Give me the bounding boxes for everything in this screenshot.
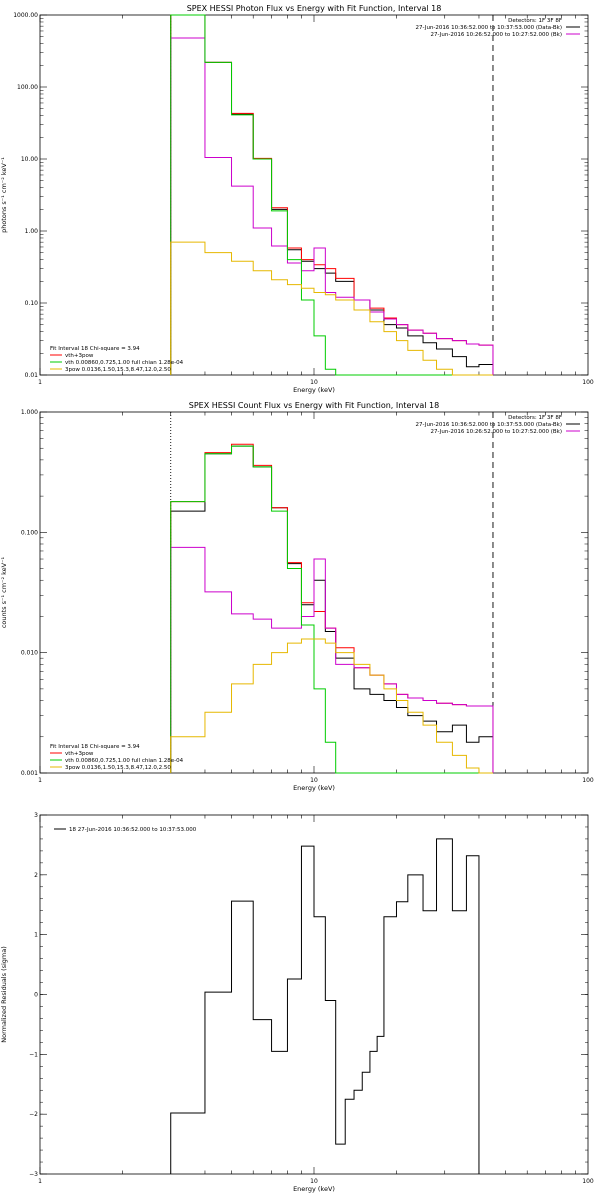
y-tick-label: 0.10 — [25, 300, 39, 307]
header-text: Detectors: 1F 3F 8F — [508, 415, 562, 421]
chart-title: SPEX HESSI Count Flux vs Energy with Fit… — [189, 401, 440, 410]
chart-panel-2: SPEX HESSI Count Flux vs Energy with Fit… — [0, 401, 594, 792]
x-tick-label: 10 — [310, 1178, 318, 1185]
y-tick-label: −2 — [29, 1111, 38, 1118]
chart-panel-1: SPEX HESSI Photon Flux vs Energy with Fi… — [0, 4, 594, 394]
y-tick-label: 0 — [34, 992, 38, 999]
x-axis-label: Energy (keV) — [293, 386, 335, 394]
legend-entry: vth 0.00860,0.725,1.00 full chian 1.28e-… — [65, 360, 184, 366]
chart-panel-3: 1 10 100 −3 −2 −1 0 1 2 3 Energy (keV) Normalized R… — [0, 812, 594, 1193]
y-tick-label: 0.01 — [25, 372, 39, 379]
series-line-4 — [170, 14, 493, 376]
series-line-3 — [170, 37, 494, 375]
series-line-2 — [170, 14, 494, 375]
y-axis-label: photons s⁻¹ cm⁻² keV⁻¹ — [0, 157, 8, 233]
y-axis-label: counts s⁻¹ cm⁻² keV⁻¹ — [0, 556, 8, 628]
y-tick-label: 1000.00 — [13, 12, 38, 19]
legend-entry: vth+3pow — [65, 353, 94, 359]
header-text: Detectors: 1F 3F 8F — [508, 18, 562, 24]
legend-fit-info: Fit Interval 18 Chi-square = 3.94 — [50, 346, 140, 352]
y-tick-label: 1.000 — [21, 409, 38, 416]
x-tick-label: 10 — [310, 777, 318, 784]
x-axis-label: Energy (keV) — [293, 1185, 335, 1193]
x-tick-label: 1 — [38, 777, 42, 784]
x-tick-label: 100 — [582, 379, 594, 386]
series-line-1 — [170, 838, 480, 1174]
y-tick-label: 3 — [34, 812, 38, 819]
series-line-3 — [170, 546, 494, 773]
legend-entry: 3pow 0.0136,1.50,15.3,8.47,12.0,2.50 — [65, 765, 171, 771]
y-axis-label: Normalized Residuals (sigma) — [0, 946, 8, 1043]
header-text: 27-Jun-2016 10:26:52.000 to 10:27:52.000… — [430, 429, 562, 435]
y-tick-label: 10.00 — [21, 156, 38, 163]
y-tick-label: 0.100 — [21, 529, 38, 536]
y-tick-label: 0.001 — [21, 770, 38, 777]
series-line-5 — [170, 241, 493, 376]
y-tick-label: 0.010 — [21, 650, 38, 657]
y-tick-label: 1.00 — [25, 228, 39, 235]
x-tick-label: 100 — [582, 777, 594, 784]
series-line-1 — [170, 14, 494, 375]
y-tick-label: −3 — [29, 1171, 38, 1178]
header-text: 27-Jun-2016 10:26:52.000 to 10:27:52.000… — [430, 32, 562, 38]
series-line-4 — [170, 445, 493, 774]
y-tick-label: 1 — [34, 932, 38, 939]
x-tick-label: 10 — [310, 379, 318, 386]
y-tick-label: −1 — [29, 1051, 38, 1058]
x-tick-label: 100 — [582, 1178, 594, 1185]
header-text: 27-Jun-2016 10:36:52.000 to 10:37:53.000… — [416, 25, 562, 31]
y-tick-label: 2 — [34, 872, 38, 879]
x-tick-label: 1 — [38, 1178, 42, 1185]
y-tick-label: 100.00 — [17, 84, 38, 91]
legend-entry: vth+3pow — [65, 751, 94, 757]
series-line-5 — [170, 638, 493, 774]
header-text: 27-Jun-2016 10:36:52.000 to 10:37:53.000… — [416, 422, 562, 428]
chart-title: SPEX HESSI Photon Flux vs Energy with Fi… — [187, 4, 442, 13]
x-tick-label: 1 — [38, 379, 42, 386]
x-axis-label: Energy (keV) — [293, 784, 335, 792]
series-line-2 — [170, 443, 494, 773]
legend-entry: vth 0.00860,0.725,1.00 full chian 1.28e-… — [65, 758, 184, 764]
legend-entry: 3pow 0.0136,1.50,15.3,8.47,12.0,2.50 — [65, 367, 171, 373]
series-line-1 — [170, 445, 494, 773]
legend-entry: 18 27-Jun-2016 10:36:52.000 to 10:37:53.… — [69, 827, 197, 833]
legend-fit-info: Fit Interval 18 Chi-square = 3.94 — [50, 744, 140, 750]
